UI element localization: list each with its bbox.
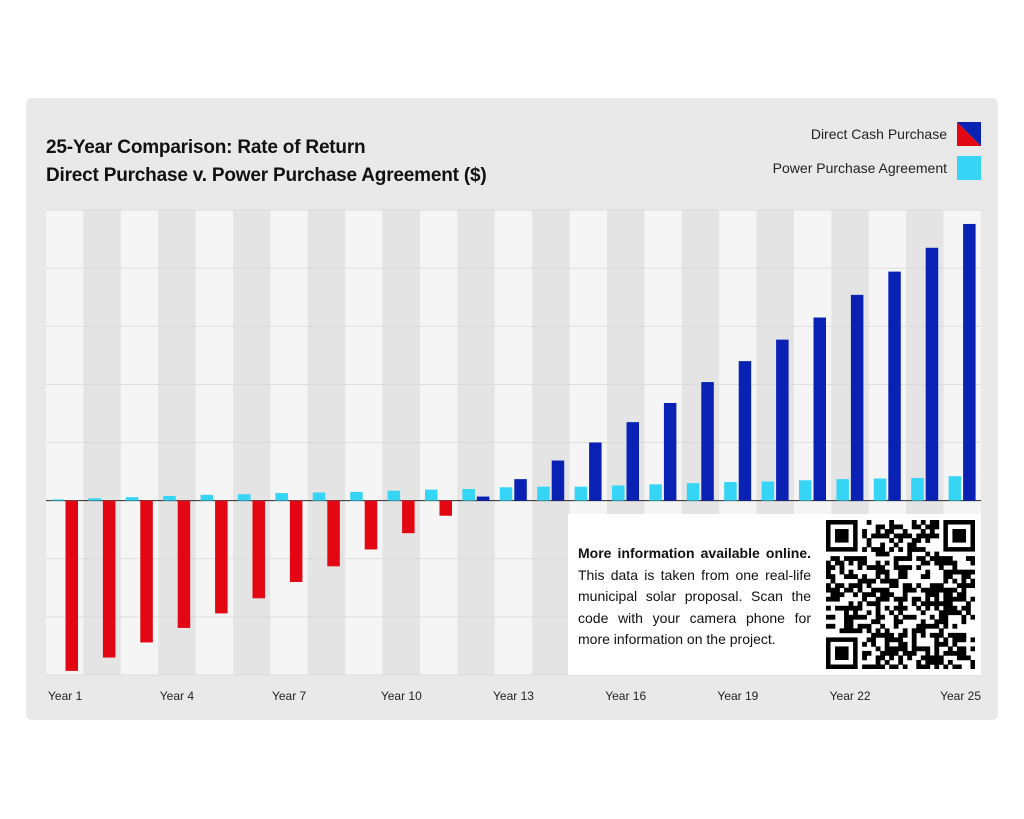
direct-purchase-bar <box>327 500 340 567</box>
ppa-bar <box>312 492 326 501</box>
direct-purchase-bar <box>476 496 490 501</box>
direct-purchase-bar <box>925 247 939 501</box>
direct-purchase-bar <box>738 361 752 501</box>
ppa-bar <box>873 478 887 501</box>
ppa-bar <box>799 480 812 501</box>
direct-purchase-bar <box>514 479 527 501</box>
direct-purchase-bar <box>252 500 265 599</box>
direct-purchase-bar <box>551 460 565 501</box>
direct-purchase-bar <box>963 223 976 501</box>
legend-item-power-purchase-agreement: Power Purchase Agreement <box>773 156 981 180</box>
chart-title-line-1: 25-Year Comparison: Rate of Return <box>46 137 366 158</box>
ppa-bar <box>499 487 513 501</box>
ppa-bar <box>462 489 475 501</box>
direct-purchase-bar <box>701 382 714 501</box>
direct-purchase-bar <box>65 500 78 671</box>
ppa-bar <box>200 494 214 501</box>
direct-purchase-bar <box>626 422 639 501</box>
ppa-bar <box>612 485 625 501</box>
qr-code-icon[interactable] <box>826 520 975 669</box>
direct-purchase-bar <box>402 500 415 534</box>
direct-purchase-bar <box>439 500 452 516</box>
ppa-bar <box>761 481 775 501</box>
x-tick-label: Year 10 <box>381 689 422 703</box>
direct-purchase-bar <box>663 402 677 501</box>
x-tick-label: Year 16 <box>605 689 646 703</box>
ppa-bar <box>537 486 550 501</box>
ppa-bar <box>125 497 139 501</box>
x-tick-label: Year 1 <box>48 689 83 703</box>
ppa-bar <box>51 499 64 501</box>
direct-purchase-bar <box>215 500 228 614</box>
ppa-bar <box>911 477 924 501</box>
legend-swatch-ppa-icon <box>957 156 981 180</box>
direct-purchase-bar <box>289 500 303 582</box>
x-tick-label: Year 25 <box>940 689 981 703</box>
legend-label-direct: Direct Cash Purchase <box>810 126 947 142</box>
ppa-bar <box>275 493 288 501</box>
chart-title-line-2: Direct Purchase v. Power Purchase Agreem… <box>46 165 487 186</box>
legend-label-ppa: Power Purchase Agreement <box>772 160 947 176</box>
ppa-bar <box>686 483 700 501</box>
ppa-bar <box>387 490 401 501</box>
ppa-bar <box>649 484 662 501</box>
direct-purchase-bar <box>102 500 116 658</box>
ppa-bar <box>88 498 101 501</box>
ppa-bar <box>574 486 588 501</box>
direct-purchase-bar <box>776 339 789 501</box>
direct-purchase-bar <box>888 271 901 501</box>
direct-purchase-bar <box>589 442 602 501</box>
x-tick-label: Year 22 <box>830 689 871 703</box>
direct-purchase-bar <box>140 500 153 643</box>
ppa-bar <box>425 489 438 501</box>
x-tick-label: Year 19 <box>717 689 758 703</box>
ppa-bar <box>948 476 962 501</box>
legend-item-direct-cash-purchase: Direct Cash Purchase <box>811 122 981 146</box>
info-panel: More information available online. This … <box>568 514 981 675</box>
info-body: This data is taken from one real-life mu… <box>578 566 811 648</box>
ppa-bar <box>724 482 737 501</box>
direct-purchase-bar <box>177 500 191 628</box>
ppa-bar <box>238 494 251 501</box>
info-heading: More information available online. <box>578 545 811 561</box>
x-tick-label: Year 13 <box>493 689 534 703</box>
info-text: More information available online. This … <box>578 543 811 651</box>
direct-purchase-bar <box>364 500 378 550</box>
ppa-bar <box>163 495 176 501</box>
x-tick-label: Year 4 <box>160 689 195 703</box>
direct-purchase-bar <box>813 317 826 501</box>
ppa-bar <box>836 479 849 501</box>
legend-swatch-direct-icon <box>957 122 981 146</box>
x-tick-label: Year 7 <box>272 689 307 703</box>
direct-purchase-bar <box>850 294 864 501</box>
chart-title: 25-Year Comparison: Rate of Return Direc… <box>46 134 487 190</box>
ppa-bar <box>350 491 363 501</box>
